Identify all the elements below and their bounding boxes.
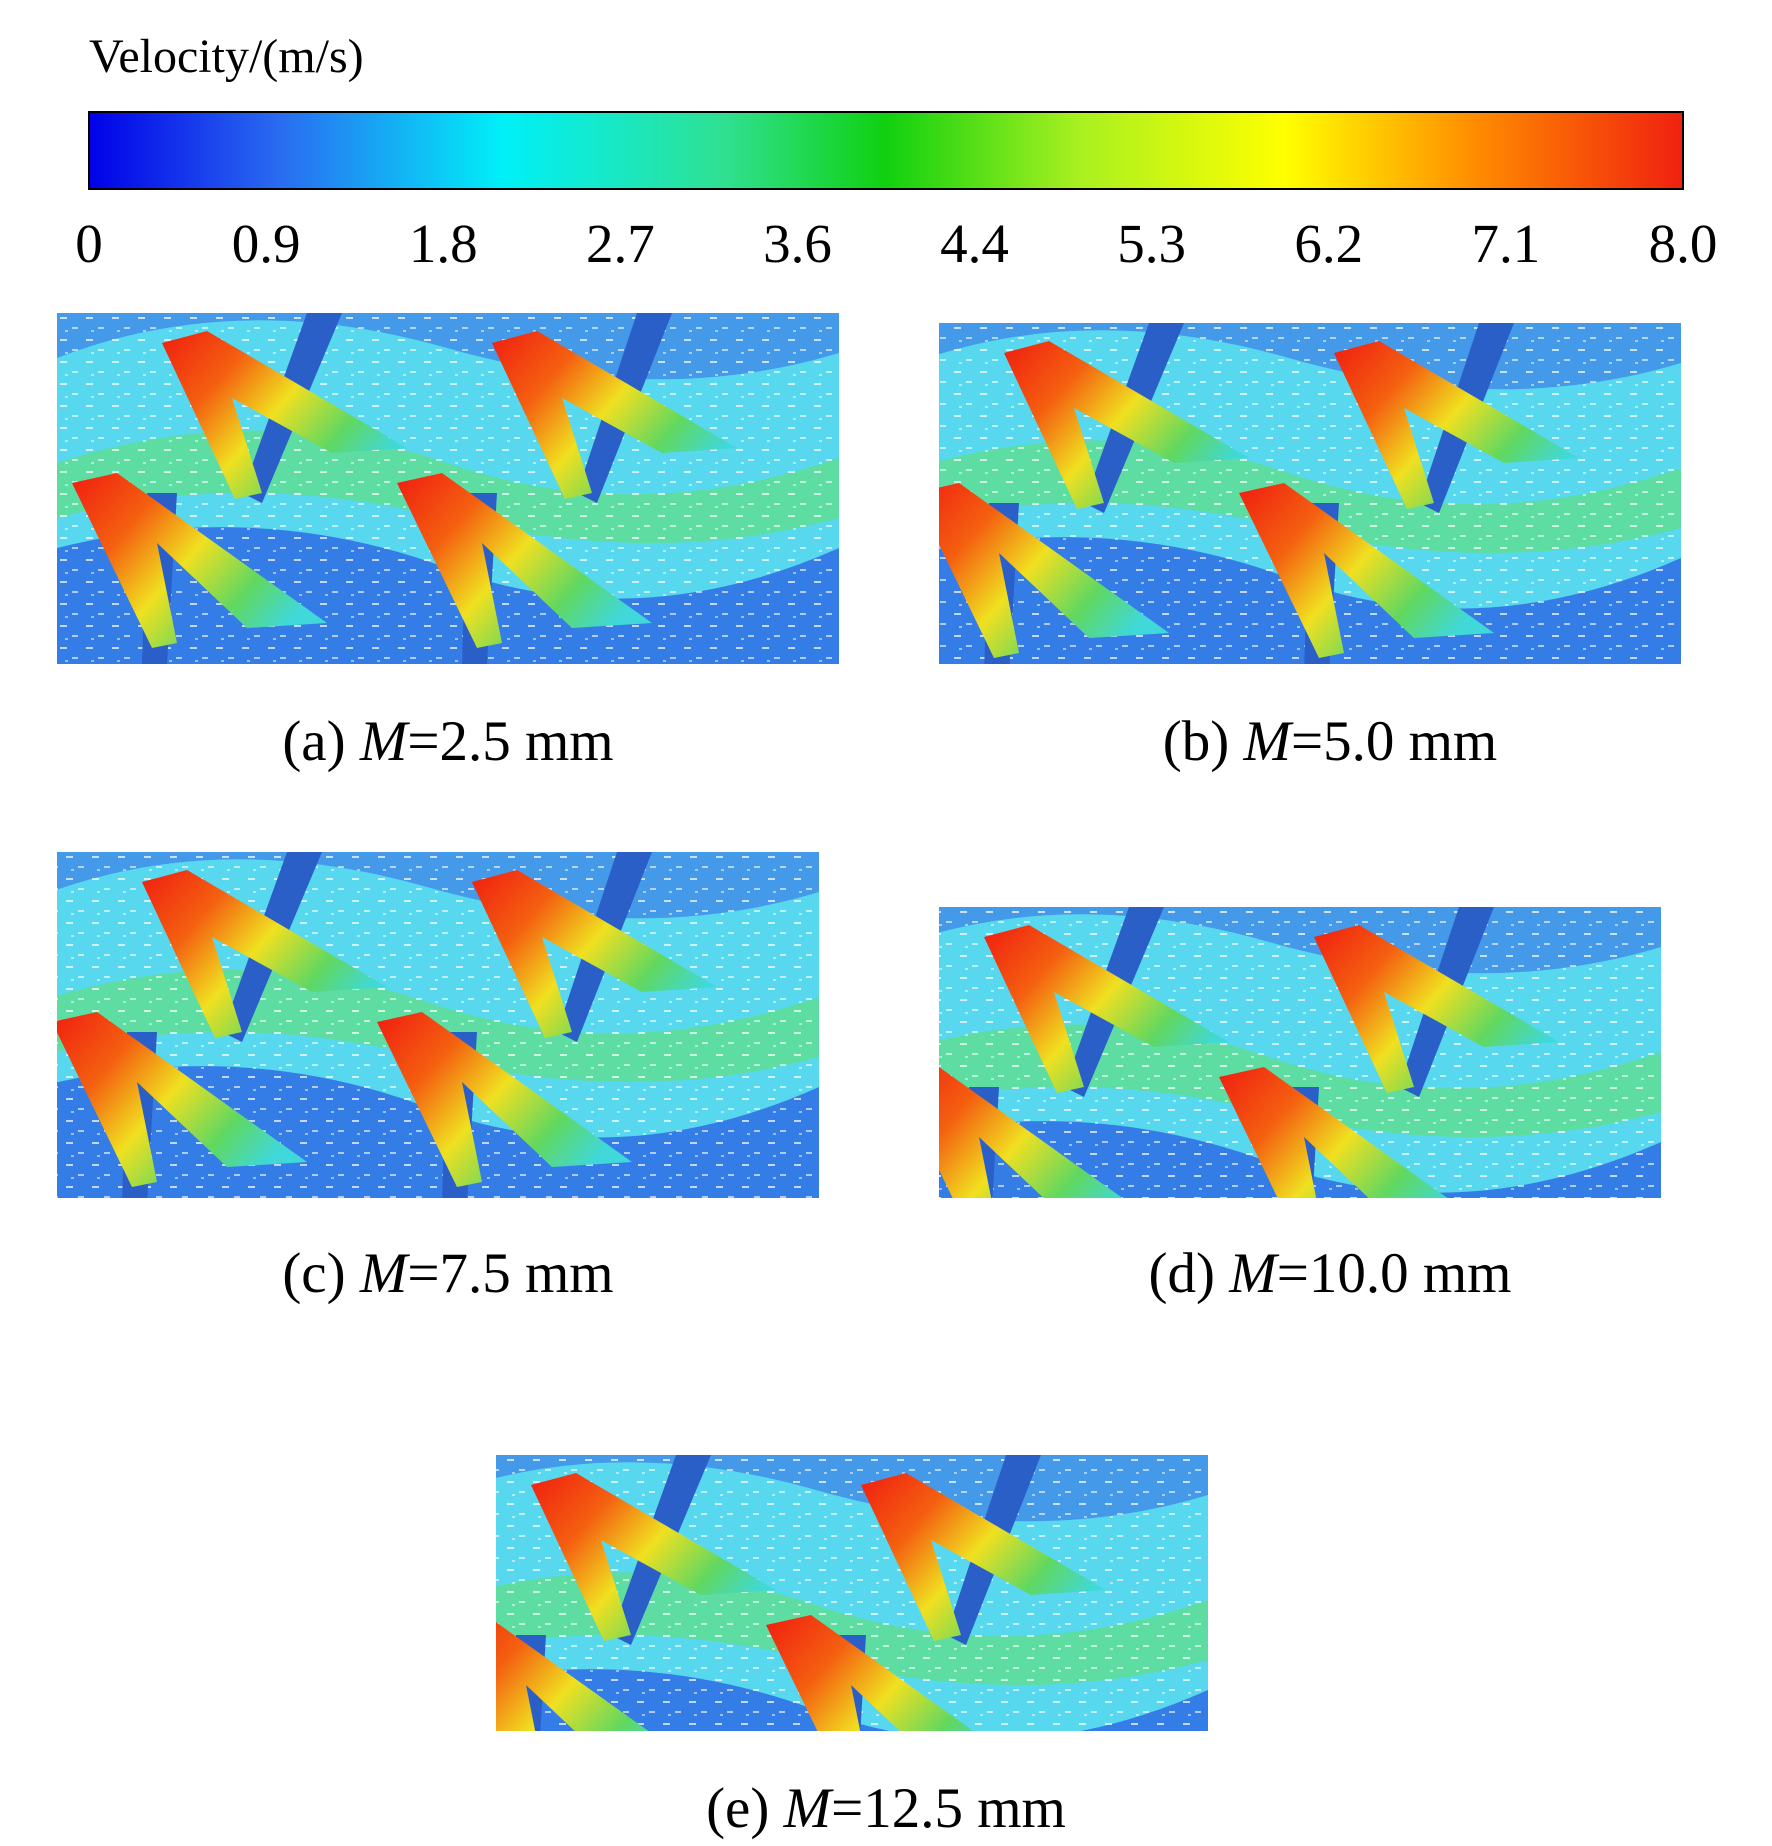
flow-field — [496, 1455, 1208, 1731]
colorbar — [88, 111, 1684, 190]
caption-text: =5.0 mm — [1291, 710, 1497, 773]
caption-symbol: M — [359, 710, 411, 773]
caption-symbol: M — [359, 1242, 411, 1305]
caption-tag: (a) — [282, 710, 345, 773]
panel-image — [57, 852, 819, 1198]
panel-caption: (d) M=10.0 mm — [1148, 1242, 1511, 1305]
caption-symbol: M — [783, 1777, 835, 1840]
caption-text: =7.5 mm — [407, 1242, 613, 1305]
caption-text: =2.5 mm — [407, 710, 613, 773]
caption-tag: (c) — [282, 1242, 345, 1305]
caption-symbol: M — [1242, 710, 1294, 773]
colorbar-tick-label: 5.3 — [1117, 213, 1186, 274]
colorbar-tick-label: 8.0 — [1649, 213, 1718, 274]
panel-image — [57, 313, 839, 664]
colorbar-tick-label: 3.6 — [763, 213, 832, 274]
panel-caption: (a) M=2.5 mm — [282, 710, 613, 773]
caption-text: =10.0 mm — [1277, 1242, 1512, 1305]
panel-image — [496, 1455, 1208, 1731]
colorbar-tick-label: 0.9 — [232, 213, 301, 274]
colorbar-title: Velocity/(m/s) — [89, 30, 364, 83]
caption-tag: (e) — [706, 1777, 769, 1840]
flow-field — [939, 323, 1681, 664]
caption-text: =12.5 mm — [831, 1777, 1066, 1840]
panel-caption: (e) M=12.5 mm — [706, 1777, 1066, 1840]
colorbar-tick-label: 0 — [75, 213, 103, 274]
colorbar-ticks: 0 0.9 1.8 2.7 3.6 4.4 5.3 6.2 7.1 8.0 — [75, 213, 1717, 274]
colorbar-tick-label: 6.2 — [1294, 213, 1363, 274]
flow-field — [939, 907, 1661, 1198]
caption-symbol: M — [1228, 1242, 1280, 1305]
colorbar-tick-label: 1.8 — [409, 213, 478, 274]
flow-field — [57, 852, 819, 1198]
colorbar-tick-label: 2.7 — [586, 213, 655, 274]
flow-field — [57, 313, 839, 664]
panel-image — [939, 907, 1661, 1198]
panel-caption: (b) M=5.0 mm — [1163, 710, 1498, 773]
colorbar-tick-label: 4.4 — [940, 213, 1009, 274]
panel-caption: (c) M=7.5 mm — [282, 1242, 613, 1305]
caption-tag: (d) — [1148, 1242, 1214, 1305]
colorbar-tick-label: 7.1 — [1472, 213, 1541, 274]
caption-tag: (b) — [1163, 710, 1229, 773]
panel-image — [939, 323, 1681, 664]
